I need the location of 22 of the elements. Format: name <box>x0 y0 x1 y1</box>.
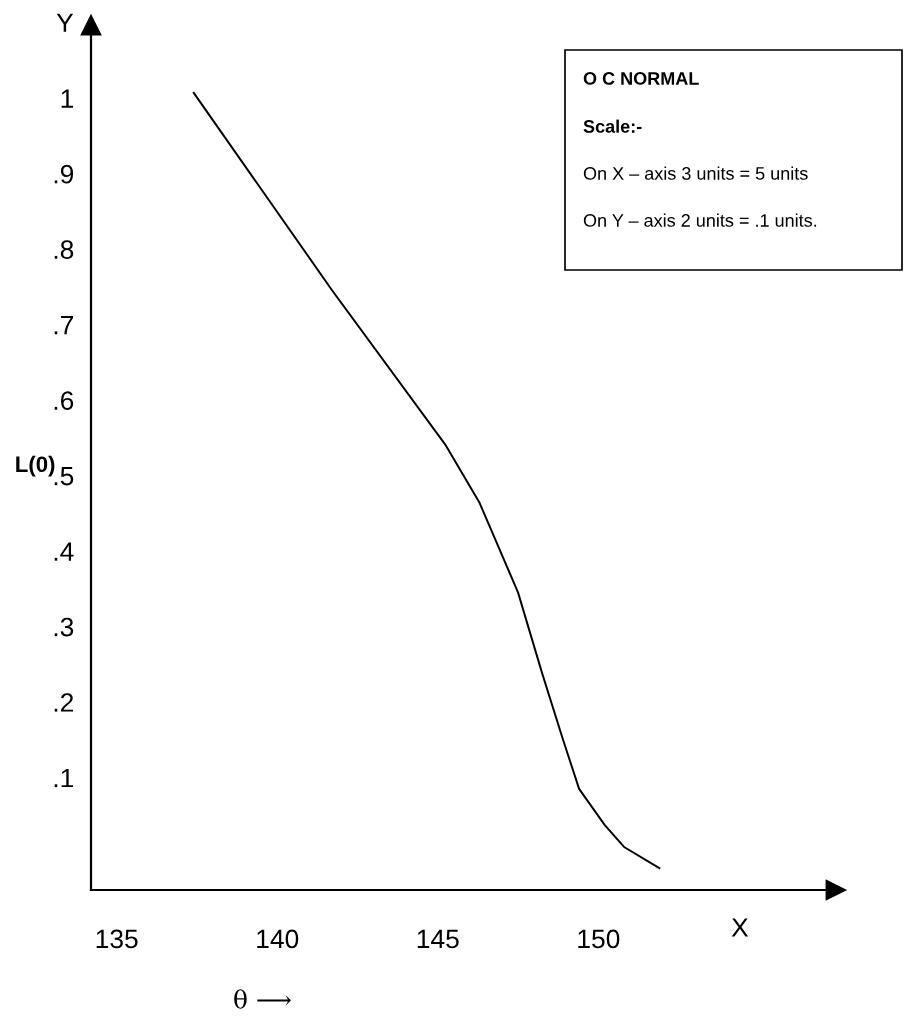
y-tick-label: .4 <box>54 542 74 561</box>
y-tick-label: 1 <box>61 89 74 108</box>
y-tick-label: .3 <box>54 617 74 637</box>
y-tick-label: .9 <box>54 164 74 184</box>
text: X <box>731 918 749 937</box>
x-axis-title: θ ⟶ <box>234 989 291 1009</box>
text: Y <box>56 13 74 32</box>
y-tick-label: .2 <box>54 693 74 712</box>
annotation: On X – axis 3 units = 5 units <box>583 166 808 180</box>
x-tick-label: 150 <box>578 929 620 949</box>
annotation: Scale:- <box>583 119 642 133</box>
x-tick-label: 140 <box>257 929 299 949</box>
x-tick-label: 135 <box>96 929 138 949</box>
annotation: O C NORMAL <box>583 72 699 85</box>
y-tick-label: .5 <box>54 467 74 486</box>
y-tick-label: .1 <box>54 768 74 788</box>
y-tick-label: .7 <box>54 316 74 335</box>
x-tick-label: 145 <box>417 929 459 949</box>
annotation: On Y – axis 2 units = .1 units. <box>583 213 817 227</box>
y-tick-label: .8 <box>54 240 74 259</box>
y-axis-title: L(0) <box>16 455 55 477</box>
y-tick-label: .6 <box>54 391 74 410</box>
